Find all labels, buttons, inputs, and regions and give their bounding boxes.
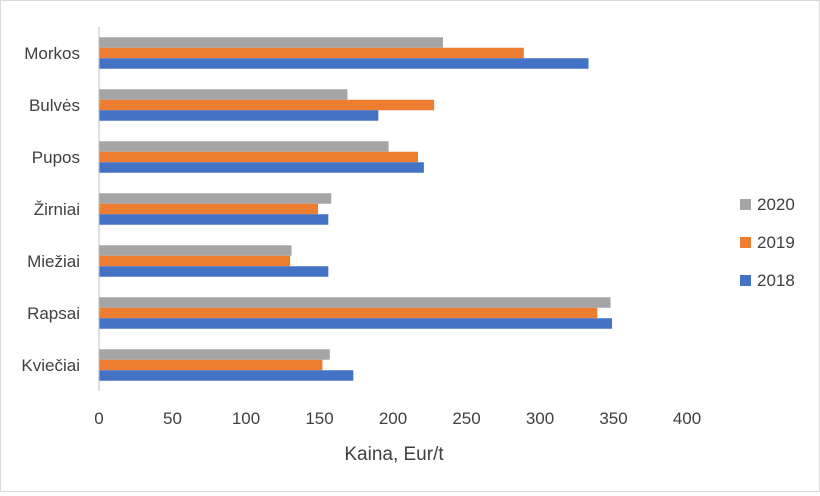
x-tick-label: 0 <box>94 409 103 428</box>
bar-2020-3 <box>99 193 332 204</box>
category-label: Miežiai <box>27 252 80 271</box>
x-axis-title: Kaina, Eur/t <box>344 444 444 465</box>
category-label: Žirniai <box>34 200 80 219</box>
legend-swatch-2019 <box>740 237 751 248</box>
bars-group <box>99 37 613 381</box>
bar-2018-3 <box>99 214 329 225</box>
bar-2020-1 <box>99 89 348 100</box>
bar-2018-4 <box>99 266 329 277</box>
legend-label-2019: 2019 <box>757 233 795 252</box>
bar-2020-0 <box>99 37 443 48</box>
bar-2019-0 <box>99 47 524 59</box>
x-tick-label: 300 <box>526 409 554 428</box>
category-label: Pupos <box>32 148 80 167</box>
bar-2019-6 <box>99 359 323 371</box>
bar-2019-5 <box>99 307 598 319</box>
bar-2020-2 <box>99 141 389 152</box>
x-tick-label: 50 <box>163 409 182 428</box>
x-tick-label: 150 <box>305 409 333 428</box>
legend-label-2018: 2018 <box>757 271 795 290</box>
x-tick-labels: 0 50 100 150 200 250 300 350 400 <box>94 409 701 428</box>
bar-2019-4 <box>99 255 291 267</box>
legend: 2020 2019 2018 <box>740 195 795 290</box>
category-labels: Morkos Bulvės Pupos Žirniai Miežiai Rapsai Kvi… <box>21 44 80 375</box>
x-tick-label: 400 <box>673 409 701 428</box>
legend-swatch-2018 <box>740 275 751 286</box>
bar-2018-0 <box>99 58 589 69</box>
bar-2020-5 <box>99 297 611 308</box>
bar-2019-3 <box>99 203 319 215</box>
bar-2018-5 <box>99 318 613 329</box>
x-tick-label: 200 <box>379 409 407 428</box>
bar-2018-6 <box>99 370 354 381</box>
legend-label-2020: 2020 <box>757 195 795 214</box>
legend-swatch-2020 <box>740 199 751 210</box>
bar-2019-2 <box>99 151 418 163</box>
x-tick-label: 100 <box>232 409 260 428</box>
bar-2019-1 <box>99 99 435 111</box>
category-label: Bulvės <box>29 96 80 115</box>
bar-2020-6 <box>99 349 330 360</box>
category-label: Kviečiai <box>21 356 80 375</box>
x-tick-label: 350 <box>599 409 627 428</box>
category-label: Rapsai <box>27 304 80 323</box>
bar-2020-4 <box>99 245 292 256</box>
x-tick-label: 250 <box>452 409 480 428</box>
category-label: Morkos <box>24 44 80 63</box>
bar-2018-2 <box>99 162 424 173</box>
bar-2018-1 <box>99 110 379 121</box>
